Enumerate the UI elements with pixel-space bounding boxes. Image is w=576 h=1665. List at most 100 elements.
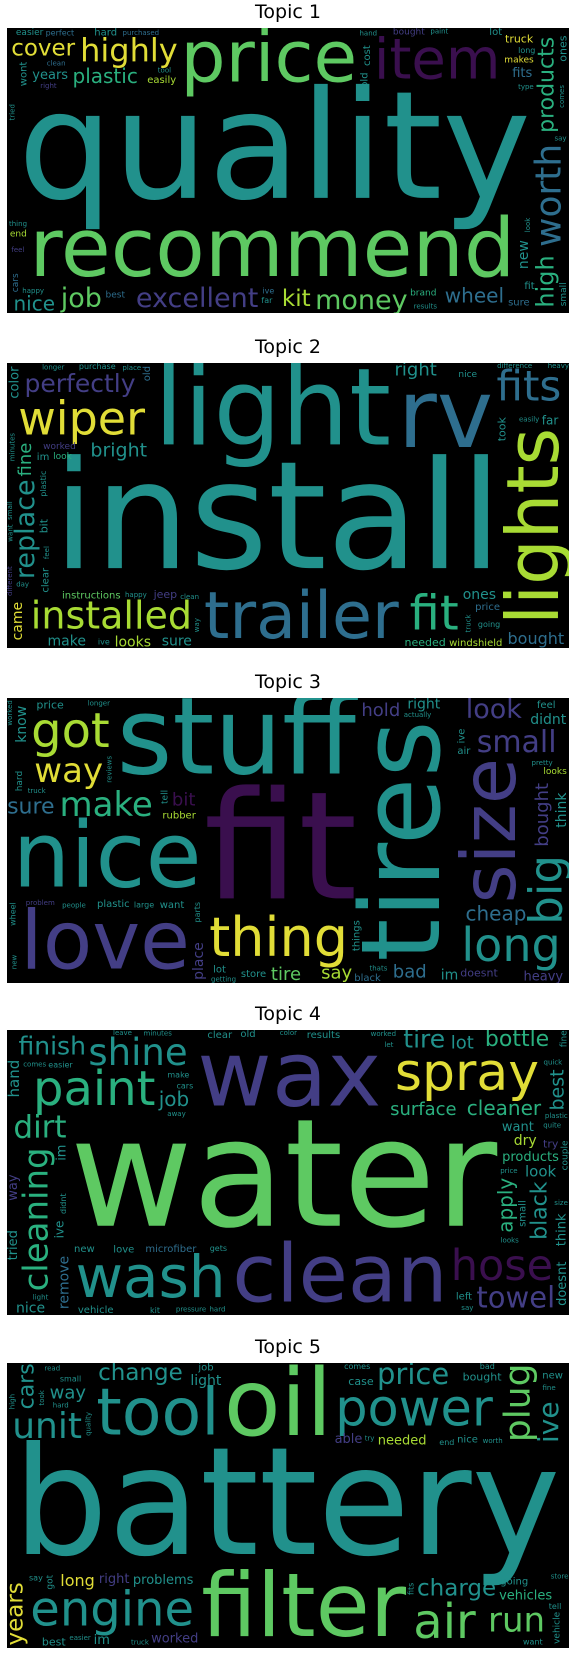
cloud-word: doesnt	[460, 967, 498, 980]
topic-panel-5: Topic 5 battery oil plug filter power tool eng…	[0, 1335, 576, 1665]
cloud-word: bright	[90, 439, 147, 461]
cloud-word: cheap	[466, 902, 527, 926]
cloud-word: cost	[362, 45, 373, 66]
cloud-word: tires	[337, 720, 465, 961]
cloud-word: shine	[88, 1031, 187, 1074]
cloud-word: cars	[11, 273, 21, 292]
cloud-word: worth	[529, 144, 569, 247]
cloud-word: sure	[162, 633, 192, 648]
cloud-word: came	[10, 602, 26, 641]
cloud-word: truck	[131, 1638, 150, 1646]
cloud-word: cleaner	[467, 1096, 542, 1120]
cloud-word: air	[413, 1594, 476, 1648]
cloud-word: leave	[113, 1030, 132, 1037]
topic-panel-3: Topic 3 fit nice tires stuff love thing size lo…	[0, 670, 576, 1000]
cloud-word: nice	[16, 1301, 45, 1315]
cloud-word: clean	[180, 593, 199, 601]
cloud-word: clear	[40, 567, 51, 593]
cloud-word: actually	[404, 711, 432, 719]
cloud-word: light	[154, 363, 391, 471]
cloud-word: make	[48, 633, 86, 648]
cloud-word: purchased	[123, 29, 160, 37]
cloud-word: happy	[22, 287, 44, 295]
cloud-word: fine	[560, 1030, 569, 1047]
cloud-word: oil	[224, 1363, 333, 1457]
cloud-word: way	[34, 751, 103, 791]
cloud-word: im	[441, 968, 459, 983]
cloud-word: new	[516, 240, 532, 269]
cloud-word: price	[500, 1167, 517, 1175]
cloud-word: say	[29, 1573, 43, 1582]
cloud-word: right	[407, 698, 440, 712]
cloud-word: worked	[43, 442, 76, 452]
cloud-word: tire	[403, 1030, 445, 1054]
cloud-word: cars	[177, 1082, 194, 1091]
cloud-word: fits	[497, 363, 562, 411]
cloud-word: im	[54, 1145, 69, 1161]
cloud-word: bought	[532, 783, 553, 847]
cloud-word: towel	[476, 1281, 555, 1315]
cloud-word: able	[335, 1432, 363, 1447]
cloud-word: long	[518, 46, 535, 55]
cloud-word: minutes	[144, 1030, 173, 1038]
cloud-word: easier	[69, 1634, 90, 1642]
cloud-word: remove	[57, 1256, 73, 1309]
cloud-word: nice	[457, 1435, 478, 1446]
cloud-word: ive	[532, 1401, 565, 1443]
cloud-word: easier	[48, 1060, 73, 1069]
topic-title-5: Topic 5	[255, 1336, 321, 1358]
cloud-word: wheel	[445, 284, 504, 308]
cloud-word: way	[7, 1174, 21, 1201]
topic-panel-1: Topic 1 quality recommend price item highly w…	[0, 0, 576, 330]
cloud-word: fine	[15, 443, 36, 477]
cloud-word: let	[384, 1041, 393, 1049]
cloud-word: truck	[464, 613, 472, 632]
cloud-word: rubber	[162, 810, 196, 821]
cloud-word: windshield	[449, 638, 502, 648]
cloud-word: think	[554, 1213, 569, 1246]
cloud-word: comes	[558, 85, 566, 108]
cloud-word: highly	[80, 32, 178, 70]
cloud-word: wash	[76, 1243, 226, 1311]
cloud-word: run	[488, 1600, 545, 1640]
cloud-word: bad	[393, 961, 427, 982]
cloud-word: bought	[393, 28, 425, 38]
cloud-word: tool	[158, 67, 171, 75]
cloud-word: im	[94, 1633, 110, 1648]
cloud-word: nice	[13, 804, 202, 909]
cloud-word: change	[98, 1363, 183, 1386]
cloud-word: paint	[33, 1061, 155, 1117]
cloud-word: jeep	[153, 588, 178, 601]
cloud-word: size	[554, 1199, 568, 1207]
cloud-word: surface	[390, 1099, 457, 1120]
cloud-word: fits	[512, 66, 532, 81]
cloud-word: ive	[262, 286, 274, 295]
cloud-word: clear	[207, 1030, 233, 1041]
cloud-word: filter	[201, 1554, 407, 1648]
cloud-word: price	[36, 699, 64, 712]
cloud-word: quite	[543, 1122, 561, 1130]
cloud-word: parts	[193, 902, 202, 923]
cloud-word: paint	[430, 28, 448, 35]
cloud-word: easier	[16, 28, 44, 38]
cloud-word: products	[535, 37, 560, 133]
cloud-word: quality	[85, 1412, 93, 1436]
cloud-word: high	[8, 1394, 16, 1409]
cloud-word: bought	[463, 1370, 503, 1383]
cloud-word: took	[38, 1389, 46, 1405]
cloud-word: wont	[19, 62, 30, 87]
cloud-word: small	[477, 725, 557, 760]
cloud-word: new	[11, 954, 19, 969]
topic-title-1: Topic 1	[255, 1, 321, 23]
cloud-background	[7, 363, 569, 648]
cloud-word: job	[197, 1363, 213, 1373]
cloud-word: water	[70, 1088, 498, 1262]
cloud-word: hard	[15, 771, 25, 791]
cloud-word: people	[62, 901, 86, 909]
cloud-word: hose	[451, 1241, 553, 1291]
cloud-word: cleaning	[16, 1147, 56, 1291]
cloud-word: results	[414, 303, 438, 311]
cloud-word: power	[335, 1380, 493, 1439]
cloud-word: look	[524, 217, 532, 233]
